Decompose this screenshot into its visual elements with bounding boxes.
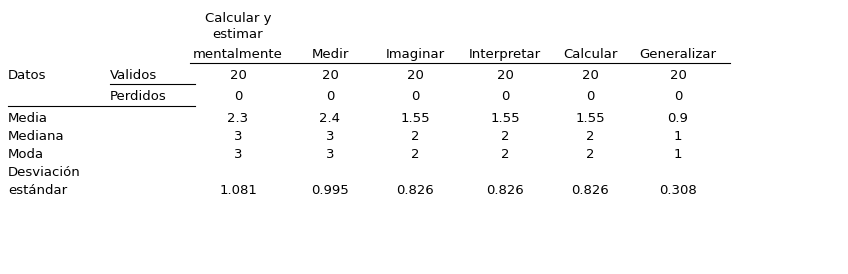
Text: 0: 0 bbox=[234, 90, 243, 103]
Text: 1: 1 bbox=[674, 148, 683, 161]
Text: Moda: Moda bbox=[8, 148, 44, 161]
Text: 3: 3 bbox=[234, 148, 243, 161]
Text: 2: 2 bbox=[501, 130, 510, 143]
Text: 0.9: 0.9 bbox=[667, 112, 689, 125]
Text: 1: 1 bbox=[674, 130, 683, 143]
Text: estimar: estimar bbox=[213, 28, 264, 41]
Text: 0: 0 bbox=[586, 90, 594, 103]
Text: 2: 2 bbox=[410, 148, 419, 161]
Text: Desviación: Desviación bbox=[8, 166, 81, 179]
Text: estándar: estándar bbox=[8, 184, 67, 197]
Text: 20: 20 bbox=[321, 69, 338, 82]
Text: 0.308: 0.308 bbox=[659, 184, 697, 197]
Text: Media: Media bbox=[8, 112, 48, 125]
Text: 2.4: 2.4 bbox=[320, 112, 341, 125]
Text: 3: 3 bbox=[326, 148, 334, 161]
Text: 0.995: 0.995 bbox=[311, 184, 349, 197]
Text: Calcular y: Calcular y bbox=[204, 12, 271, 25]
Text: Medir: Medir bbox=[311, 48, 349, 61]
Text: 0: 0 bbox=[326, 90, 334, 103]
Text: 0: 0 bbox=[501, 90, 509, 103]
Text: 2: 2 bbox=[501, 148, 510, 161]
Text: 20: 20 bbox=[230, 69, 247, 82]
Text: 2: 2 bbox=[586, 148, 594, 161]
Text: Mediana: Mediana bbox=[8, 130, 64, 143]
Text: Interpretar: Interpretar bbox=[469, 48, 541, 61]
Text: Datos: Datos bbox=[8, 69, 47, 82]
Text: Generalizar: Generalizar bbox=[639, 48, 717, 61]
Text: 2: 2 bbox=[586, 130, 594, 143]
Text: Calcular: Calcular bbox=[563, 48, 617, 61]
Text: 1.55: 1.55 bbox=[400, 112, 430, 125]
Text: 0.826: 0.826 bbox=[396, 184, 434, 197]
Text: Imaginar: Imaginar bbox=[386, 48, 444, 61]
Text: 2: 2 bbox=[410, 130, 419, 143]
Text: 3: 3 bbox=[326, 130, 334, 143]
Text: 0: 0 bbox=[410, 90, 419, 103]
Text: Perdidos: Perdidos bbox=[110, 90, 167, 103]
Text: 3: 3 bbox=[234, 130, 243, 143]
Text: 0.826: 0.826 bbox=[486, 184, 524, 197]
Text: 1.55: 1.55 bbox=[490, 112, 520, 125]
Text: 0: 0 bbox=[674, 90, 682, 103]
Text: 20: 20 bbox=[406, 69, 423, 82]
Text: 1.55: 1.55 bbox=[575, 112, 605, 125]
Text: Validos: Validos bbox=[110, 69, 157, 82]
Text: 0.826: 0.826 bbox=[571, 184, 609, 197]
Text: 2.3: 2.3 bbox=[227, 112, 248, 125]
Text: 20: 20 bbox=[670, 69, 686, 82]
Text: 20: 20 bbox=[582, 69, 599, 82]
Text: 20: 20 bbox=[497, 69, 513, 82]
Text: 1.081: 1.081 bbox=[219, 184, 257, 197]
Text: mentalmente: mentalmente bbox=[193, 48, 283, 61]
